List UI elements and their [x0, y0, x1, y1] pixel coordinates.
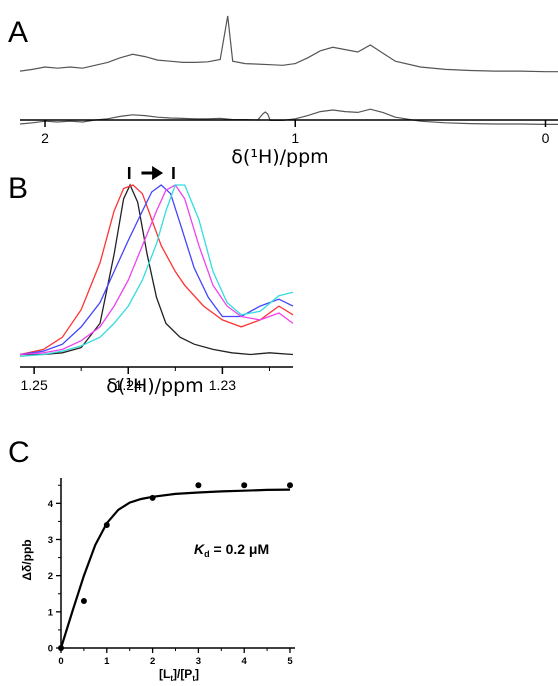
panel-c-y-tick-label: 0	[48, 644, 53, 655]
panel-b-spectrum-2	[19, 184, 294, 356]
panel-c-y-label: Δδ/ppb	[20, 539, 34, 580]
data-point	[241, 482, 248, 489]
panel-b-x-label: δ(¹H)/ppm	[106, 375, 203, 397]
kd-symbol: K	[194, 541, 205, 557]
panel-b-spectrum-4	[19, 184, 294, 356]
panel-b-spectra	[19, 183, 294, 357]
data-point	[80, 597, 87, 604]
panel-b-tick-label: 1.25	[20, 377, 47, 393]
panel-a-spectra	[19, 15, 558, 125]
panel-c-x-tick-label: 5	[287, 656, 293, 667]
data-point	[287, 482, 293, 489]
panel-b: B 1.25 1.24 1.23 δ(¹H)/ppm	[8, 166, 294, 397]
panel-a: A 2 1 0 δ(¹H)/ppm	[8, 15, 558, 168]
data-point	[103, 522, 110, 529]
kd-value: = 0.2 μM	[210, 541, 270, 557]
panel-c-x-tick-label: 2	[150, 656, 155, 667]
panel-a-tick-label: 0	[542, 130, 550, 146]
data-point	[195, 482, 202, 489]
panel-a-x-label: δ(¹H)/ppm	[231, 146, 328, 168]
panel-a-letter: A	[8, 16, 28, 49]
panel-a-x-ticks: 2 1 0	[41, 120, 550, 146]
panel-c-y-tick-label: 3	[48, 535, 53, 546]
panel-c-y-tick-label: 4	[48, 499, 54, 510]
panel-a-spectrum-1	[19, 15, 558, 73]
kd-subscript: d	[204, 549, 210, 559]
data-point	[149, 494, 156, 501]
kd-annotation: Kd = 0.2 μM	[194, 541, 269, 559]
panel-c-y-tick-label: 1	[48, 607, 54, 618]
panel-c-x-tick-label: 0	[58, 656, 63, 667]
panel-b-letter: B	[8, 172, 28, 205]
panel-b-tick-label: 1.24	[115, 377, 142, 393]
panel-b-spectrum-1	[20, 183, 294, 356]
panel-c-x-label: [Lt]/[Pt]	[159, 667, 199, 683]
panel-c-x-tick-label: 1	[104, 656, 110, 667]
panel-a-tick-label: 2	[41, 130, 49, 146]
panel-a-tick-label: 1	[291, 130, 299, 146]
panel-c-letter: C	[8, 436, 30, 469]
panel-c-fit-curve	[59, 488, 291, 649]
panel-b-x-ticks: 1.25 1.24 1.23	[20, 367, 270, 393]
data-point	[58, 645, 64, 651]
panel-c-x-tick-label: 3	[196, 656, 201, 667]
panel-c: C 0 1 2 3 4 5 0 1 2 3 4 Δδ/ppb [Lt]/[Pt] Kd = 0.2 …	[8, 436, 295, 683]
panel-b-shift-annotation	[127, 166, 175, 180]
panel-b-tick-label: 1.23	[209, 377, 236, 393]
panel-c-data-points	[58, 482, 293, 651]
panel-b-spectrum-5	[19, 184, 294, 357]
panel-c-y-tick-label: 2	[48, 571, 53, 582]
panel-c-ticks: 0 1 2 3 4 5 0 1 2 3 4	[48, 484, 293, 667]
panel-c-x-tick-label: 4	[242, 656, 248, 667]
panel-a-spectrum-2	[19, 108, 558, 125]
shift-arrow-head	[152, 166, 164, 180]
